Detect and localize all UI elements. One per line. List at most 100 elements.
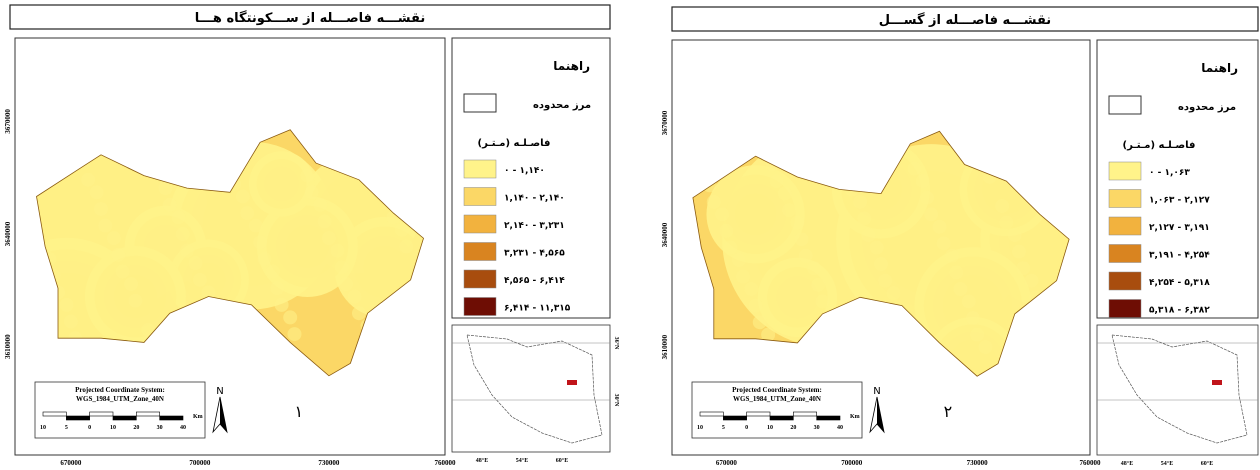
distance-label: فاصـلـه (مـتـر) <box>1123 140 1196 151</box>
inset-lon-label: 48°E <box>1121 460 1133 466</box>
inset-lat-label: 36°N <box>613 337 620 350</box>
scale-tick-label: 10 <box>40 425 46 431</box>
panel-number: ۲ <box>944 402 953 421</box>
inset-study-area <box>1212 380 1222 385</box>
map-panel: نقشـــه فاصـــله از ســـکونتگاه هـــا 670… <box>0 5 620 466</box>
y-coordinate-label: 3640000 <box>4 221 12 246</box>
legend-label: ۰ - ۱,۱۴۰ <box>504 166 545 176</box>
distance-zone <box>163 198 177 212</box>
panel-number: ۱ <box>295 402 304 421</box>
inset-lon-label: 48°E <box>476 457 488 464</box>
distance-zone <box>339 277 353 291</box>
legend-swatch <box>464 298 496 316</box>
legend-swatch <box>1109 217 1141 235</box>
map-figure: نقشـــه فاصـــله از ســـکونتگاه هـــا 670… <box>0 0 1260 466</box>
legend-label: ۴,۲۵۴ - ۵,۳۱۸ <box>1149 278 1210 288</box>
distance-zone <box>331 244 345 258</box>
distance-zone <box>795 232 809 246</box>
distance-zone <box>94 202 108 216</box>
distance-zone <box>318 214 332 228</box>
scale-segment <box>817 416 840 420</box>
distance-zone <box>236 189 250 203</box>
boundary-swatch <box>1109 96 1141 114</box>
inset-lon-label: 60°E <box>556 457 568 464</box>
legend-label: ۶,۴۱۴ - ۱۱,۳۱۵ <box>504 304 571 314</box>
distance-zone <box>98 219 112 233</box>
distance-zone <box>124 277 138 291</box>
x-coordinate-label: 670000 <box>60 459 82 466</box>
distance-zone <box>887 286 901 300</box>
scale-segment <box>747 412 770 416</box>
distance-zone <box>348 290 362 304</box>
distance-zone <box>719 224 733 238</box>
distance-zone <box>857 211 871 225</box>
scale-tick-label: 5 <box>65 425 68 431</box>
legend-label: ۱,۰۶۳ - ۲,۱۲۷ <box>1149 196 1210 206</box>
distance-zone <box>81 173 95 187</box>
map-title: نقشـــه فاصـــله از ســـکونتگاه هـــا <box>195 10 426 26</box>
distance-zone <box>266 265 280 279</box>
projection-text: WGS_1984_UTM_Zone_40N <box>733 395 821 403</box>
scale-tick-label: 40 <box>180 425 186 431</box>
distance-zone <box>305 185 319 199</box>
legend-title: راهنما <box>553 59 590 73</box>
distance-zone <box>1008 228 1022 242</box>
distance-zone <box>240 206 254 220</box>
distance-zone <box>970 328 984 342</box>
boundary-swatch <box>464 94 496 112</box>
legend-swatch <box>464 270 496 288</box>
scale-segment <box>160 416 183 420</box>
legend-label: ۱,۱۴۰ - ۲,۱۴۰ <box>504 194 565 204</box>
distance-zone <box>870 241 884 255</box>
distance-label: فاصـلـه (مـتـر) <box>478 138 551 149</box>
distance-zone <box>916 174 930 188</box>
inset-lon-label: 54°E <box>1161 460 1173 466</box>
scale-tick-label: 40 <box>837 425 843 431</box>
scale-segment <box>723 416 746 420</box>
distance-zone <box>924 207 938 221</box>
distance-zone <box>707 195 721 209</box>
distance-zone <box>193 273 207 287</box>
y-coordinate-label: 3670000 <box>4 109 12 134</box>
distance-zone <box>257 252 271 266</box>
distance-zone <box>799 249 813 263</box>
distance-zone <box>128 294 142 308</box>
scale-tick-label: 10 <box>697 425 703 431</box>
distance-zone <box>807 261 821 275</box>
scale-tick-label: 0 <box>745 425 748 431</box>
distance-zone <box>60 298 74 312</box>
scale-segment <box>136 412 159 416</box>
projection-text: WGS_1984_UTM_Zone_40N <box>76 395 164 403</box>
distance-zone <box>1024 274 1038 288</box>
distance-zone <box>1012 245 1026 259</box>
legend-swatch <box>1109 245 1141 263</box>
scale-segment <box>90 412 113 416</box>
scale-tick-label: 5 <box>722 425 725 431</box>
distance-zone <box>352 306 366 320</box>
legend-label: ۲,۱۴۰ - ۳,۲۳۱ <box>504 221 565 231</box>
x-coordinate-label: 700000 <box>841 459 863 466</box>
scale-segment <box>66 416 89 420</box>
scale-segment <box>793 412 816 416</box>
legend-label: ۴,۵۶۵ - ۶,۴۱۴ <box>504 276 565 286</box>
distance-zone <box>995 199 1009 213</box>
distance-zone <box>189 256 203 270</box>
x-coordinate-label: 760000 <box>1080 459 1102 466</box>
distance-zone <box>782 203 796 217</box>
inset-study-area <box>567 380 577 385</box>
distance-zone <box>937 236 951 250</box>
boundary-label: مرز محدوده <box>1178 102 1236 113</box>
distance-zone <box>749 299 763 313</box>
distance-zone <box>249 151 314 216</box>
scale-unit: Km <box>850 414 860 420</box>
distance-zone <box>920 191 934 205</box>
projection-text: Projected Coordinate System: <box>732 386 822 394</box>
distance-zone <box>999 216 1013 230</box>
scale-unit: Km <box>193 414 203 420</box>
distance-zone <box>249 219 263 233</box>
legend-label: ۳,۱۹۱ - ۴,۲۵۴ <box>1149 251 1210 261</box>
distance-zone <box>945 249 959 263</box>
distance-zone <box>853 195 867 209</box>
scale-tick-label: 0 <box>88 425 91 431</box>
distance-zone <box>949 265 963 279</box>
